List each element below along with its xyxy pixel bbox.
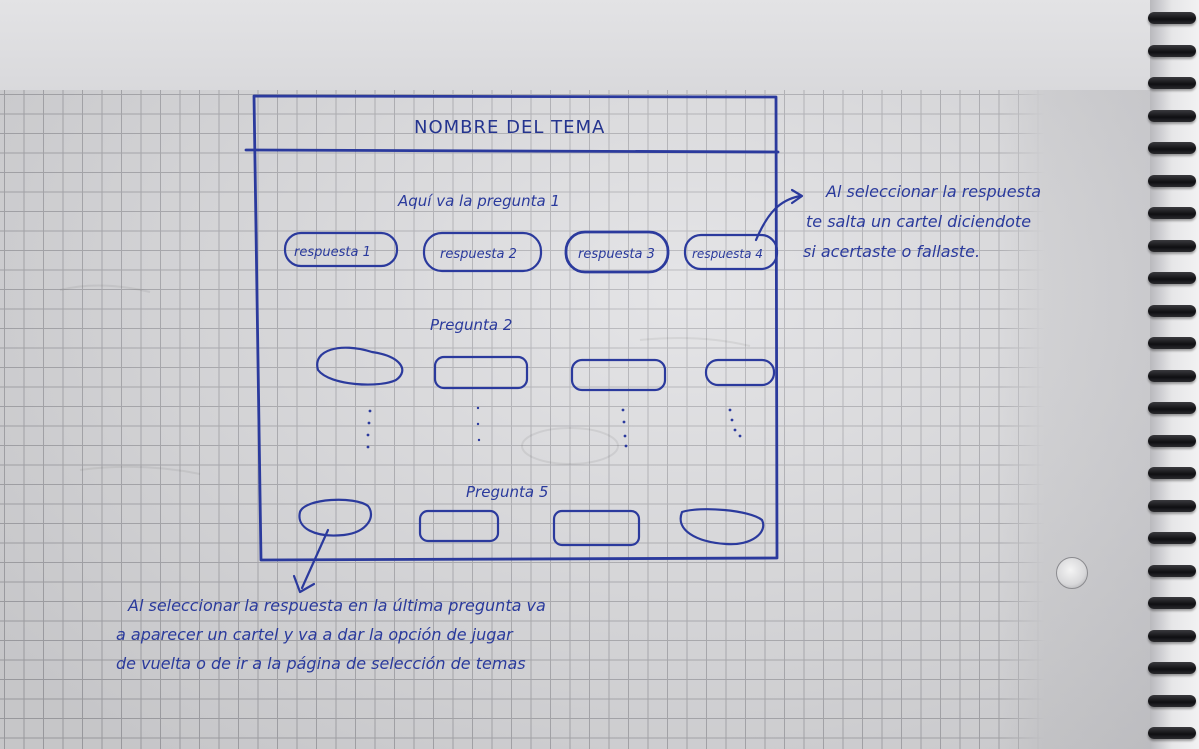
spiral-coil <box>1148 694 1196 707</box>
spiral-coil <box>1148 207 1196 219</box>
bottom-note-arrowhead <box>292 574 316 594</box>
right-note-line-1: Al seleccionar la respuesta <box>825 182 1041 201</box>
spiral-coil <box>1148 239 1196 252</box>
spiral-coil <box>1148 597 1196 609</box>
answer-4-label: respuesta 4 <box>692 247 763 261</box>
spiral-coil <box>1148 44 1196 57</box>
answer-2-button <box>422 231 543 273</box>
right-note-arrowhead <box>790 188 804 205</box>
spiral-coil <box>1148 337 1196 349</box>
wireframe-frame <box>244 94 780 562</box>
question-1-answers: respuesta 1 respuesta 2 respuesta 3 resp… <box>283 230 779 274</box>
header-title: NOMBRE DEL TEMA <box>414 117 605 138</box>
question-1-label: Aquí va la pregunta 1 <box>397 192 560 210</box>
q5-answer-4-shape <box>679 508 765 546</box>
spiral-coil <box>1148 467 1196 479</box>
header-divider <box>244 148 780 154</box>
continuation-dots <box>366 406 742 449</box>
q5-answer-2-shape <box>418 509 500 543</box>
spiral-coil <box>1148 564 1196 577</box>
spiral-coil <box>1148 369 1196 382</box>
punch-hole <box>1056 557 1088 589</box>
right-note-arrow <box>754 194 802 242</box>
page-edge-shading <box>1000 90 1150 749</box>
frame-border <box>252 94 779 562</box>
right-note-line-2: te salta un cartel diciendote <box>806 212 1031 231</box>
question-2-label: Pregunta 2 <box>430 316 512 334</box>
grid-notebook-page <box>0 90 1150 749</box>
right-note-line-3: si acertaste o fallaste. <box>803 242 980 261</box>
bottom-note-line-1: Al seleccionar la respuesta en la última… <box>127 596 546 615</box>
q5-answer-1-shape <box>298 498 373 537</box>
answer-3-button <box>564 230 670 274</box>
answer-1-label: respuesta 1 <box>294 245 371 260</box>
answer-1-button <box>283 231 399 268</box>
right-note: Al seleccionar la respuesta te salta un … <box>803 182 1041 261</box>
spiral-coil <box>1148 402 1196 414</box>
spiral-coil <box>1148 109 1196 122</box>
spiral-coil <box>1148 662 1196 674</box>
spiral-coil <box>1148 629 1196 642</box>
bottom-note-arrow <box>300 528 330 590</box>
q2-answer-4-shape <box>704 358 776 387</box>
spiral-coil <box>1148 272 1196 284</box>
spiral-coil <box>1148 77 1196 89</box>
spiral-coil <box>1148 727 1196 739</box>
spiral-coil <box>1148 304 1196 317</box>
answer-3-label: respuesta 3 <box>578 247 655 262</box>
bottom-note-line-3: de vuelta o de ir a la página de selecci… <box>116 654 526 673</box>
answer-2-label: respuesta 2 <box>440 247 517 262</box>
table-surface <box>0 0 1199 100</box>
bottom-note: Al seleccionar la respuesta en la última… <box>116 596 546 673</box>
spiral-coil <box>1148 174 1196 187</box>
q2-answer-3-shape <box>570 358 667 392</box>
q5-answer-3-shape <box>552 509 641 547</box>
spiral-coil <box>1148 434 1196 447</box>
spiral-coil <box>1148 12 1196 24</box>
q2-answer-2-shape <box>433 355 529 390</box>
question-5-answers <box>298 498 765 547</box>
q2-answer-1-shape <box>316 346 404 386</box>
question-5-label: Pregunta 5 <box>466 483 548 501</box>
spiral-coil <box>1148 499 1196 512</box>
spiral-coil <box>1148 142 1196 154</box>
answer-4-button <box>683 233 779 271</box>
question-2-answers <box>316 346 776 392</box>
annotation-arrows <box>292 188 804 594</box>
bottom-note-line-2: a aparecer un cartel y va a dar la opció… <box>116 625 514 644</box>
spiral-coil <box>1148 532 1196 544</box>
show-through-marks <box>59 284 751 475</box>
